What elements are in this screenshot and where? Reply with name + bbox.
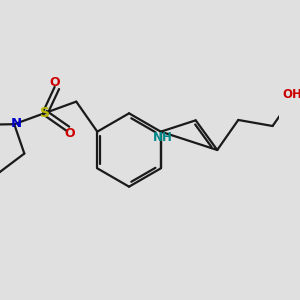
Text: O: O — [50, 76, 60, 89]
Text: N: N — [11, 117, 22, 130]
Text: OH: OH — [282, 88, 300, 101]
Text: S: S — [40, 106, 50, 120]
Text: NH: NH — [153, 131, 172, 145]
Text: O: O — [64, 128, 75, 140]
